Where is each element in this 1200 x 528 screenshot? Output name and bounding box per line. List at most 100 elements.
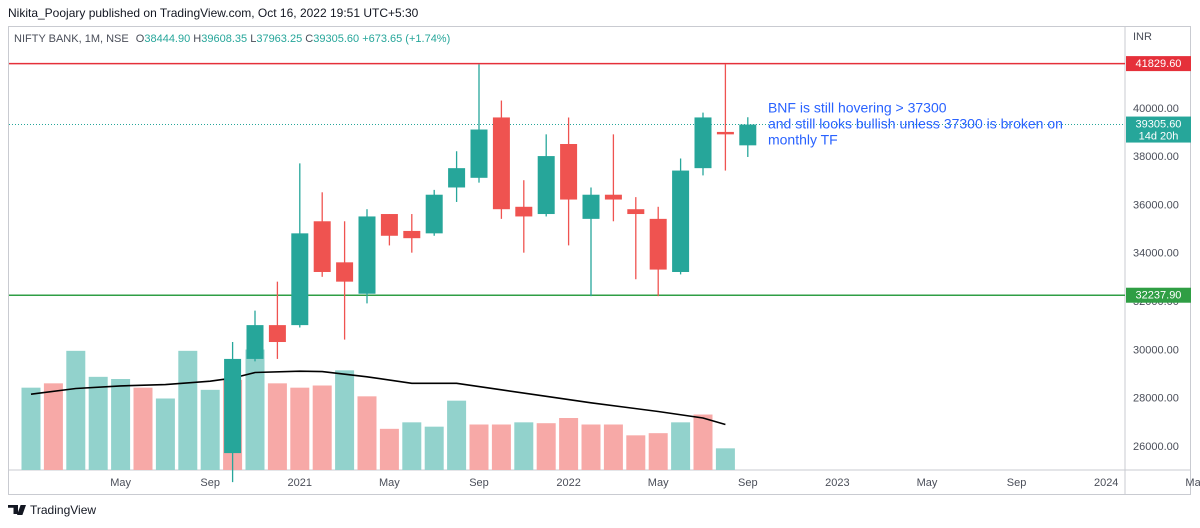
volume-bar	[424, 426, 444, 470]
candle-body	[470, 129, 488, 178]
candle-body	[582, 194, 600, 219]
resistance-price-label: 41829.60	[1136, 58, 1182, 70]
candle-body	[358, 216, 376, 294]
volume-bar	[693, 414, 713, 470]
footer-brand[interactable]: TradingView	[30, 503, 97, 517]
x-tick-label: May	[917, 477, 938, 489]
support-price-label: 32237.90	[1136, 290, 1182, 302]
x-tick-label: May	[1185, 477, 1200, 489]
volume-bar	[43, 383, 63, 470]
support-price-tag	[1126, 287, 1191, 303]
volume-bar	[312, 385, 332, 470]
candle-body	[380, 214, 398, 236]
candle-body	[672, 170, 690, 272]
volume-bar	[379, 428, 399, 470]
x-tick-label: 2021	[288, 477, 312, 489]
volume-bar	[66, 350, 86, 470]
candle-body	[291, 233, 309, 326]
open-value: 38444.90	[144, 33, 191, 45]
volume-bar	[88, 376, 108, 470]
x-tick-label: 2024	[1094, 477, 1118, 489]
high-value: 39608.35	[201, 33, 248, 45]
volume-bar	[469, 424, 489, 470]
high-label: H	[193, 33, 202, 45]
volume-bar	[715, 448, 735, 470]
y-tick-label: 36000.00	[1133, 199, 1179, 211]
volume-bar	[402, 422, 422, 470]
x-tick-label: May	[648, 477, 669, 489]
volume-bar	[200, 389, 220, 470]
candle-body	[627, 209, 645, 215]
candle-body	[492, 117, 510, 210]
currency-label: INR	[1133, 31, 1152, 43]
footer: TradingView	[8, 503, 96, 517]
volume-bar	[648, 433, 668, 470]
candle-body	[694, 117, 712, 169]
volume-bar	[514, 422, 534, 470]
candle-body	[515, 206, 533, 217]
candle-body	[246, 325, 264, 359]
symbol-info: NIFTY BANK, 1M, NSE O38444.90 H39608.35 …	[14, 33, 450, 45]
volume-bar	[133, 387, 153, 470]
low-value: 37963.25	[256, 33, 303, 45]
volume-bar	[335, 370, 355, 470]
candle-body	[649, 218, 667, 270]
symbol-label[interactable]: NIFTY BANK, 1M, NSE	[14, 33, 129, 45]
candle-body	[403, 230, 421, 239]
candle-body	[425, 194, 443, 234]
chart-annotation-line: monthly TF	[768, 132, 838, 148]
volume-bar	[290, 387, 310, 470]
volume-bar	[603, 424, 623, 470]
last-price-price-tag	[1126, 116, 1191, 143]
tradingview-logo-icon	[8, 504, 26, 516]
resistance-price-tag	[1126, 56, 1191, 72]
publisher-line: Nikita_Poojary published on TradingView.…	[8, 6, 419, 20]
volume-bar	[178, 350, 198, 470]
x-tick-label: May	[379, 477, 400, 489]
chart-annotation-line: and still looks bullish unless 37300 is …	[768, 116, 1063, 132]
change-value: +673.65 (+1.74%)	[362, 33, 451, 45]
volume-bar	[671, 422, 691, 470]
x-tick-label: Sep	[200, 477, 220, 489]
y-tick-label: 28000.00	[1133, 393, 1179, 405]
x-tick-label: 2023	[825, 477, 849, 489]
volume-bar	[559, 418, 579, 470]
volume-ma-line	[30, 370, 726, 426]
last-price-price-label: 39305.60	[1136, 119, 1182, 131]
volume-bar	[536, 423, 556, 470]
y-tick-label: 26000.00	[1133, 441, 1179, 453]
y-tick-label: 30000.00	[1133, 344, 1179, 356]
x-tick-label: May	[110, 477, 131, 489]
candle-body	[560, 144, 578, 200]
low-label: L	[250, 33, 257, 45]
candle-body	[739, 124, 757, 146]
x-tick-label: Sep	[738, 477, 758, 489]
candle-body	[268, 325, 286, 343]
candle-body	[716, 131, 734, 135]
volume-bar	[155, 398, 175, 470]
y-tick-label: 38000.00	[1133, 151, 1179, 163]
y-tick-label: 34000.00	[1133, 248, 1179, 260]
close-label: C	[305, 33, 314, 45]
volume-bar	[21, 387, 41, 470]
volume-bar	[447, 400, 467, 470]
chart-frame	[8, 26, 1191, 495]
volume-bar	[626, 435, 646, 470]
volume-bar	[357, 396, 377, 470]
volume-bar	[491, 424, 511, 470]
volume-bar	[111, 379, 131, 470]
open-label: O	[135, 33, 145, 45]
chart-annotation-line: BNF is still hovering > 37300	[768, 100, 947, 116]
volume-bar	[245, 349, 265, 470]
x-tick-label: Sep	[1007, 477, 1027, 489]
last-price-countdown-label: 14d 20h	[1139, 131, 1179, 143]
candle-body	[604, 194, 622, 200]
candle-body	[448, 168, 466, 188]
close-value: 39305.60	[313, 33, 360, 45]
x-tick-label: Sep	[469, 477, 489, 489]
volume-bar	[267, 383, 287, 470]
x-tick-label: 2022	[556, 477, 580, 489]
volume-bar	[581, 424, 601, 470]
candle-body	[336, 262, 354, 282]
